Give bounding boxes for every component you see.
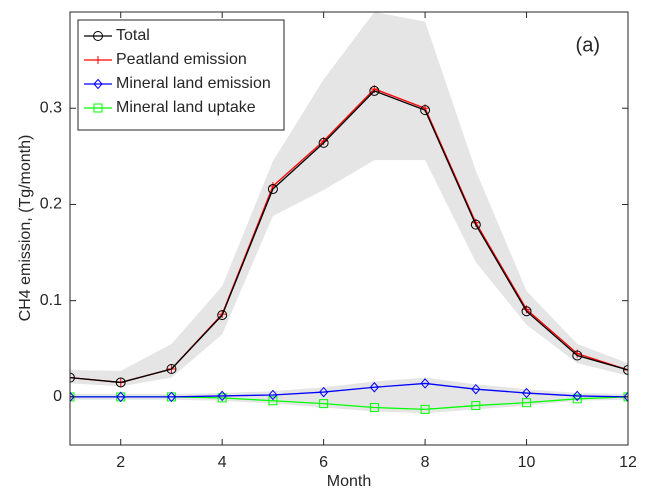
marker xyxy=(470,219,481,230)
marker xyxy=(369,382,380,393)
marker xyxy=(319,399,329,409)
marker xyxy=(115,377,126,388)
marker xyxy=(217,390,227,402)
marker xyxy=(318,137,329,148)
marker xyxy=(93,103,103,113)
marker xyxy=(420,404,430,414)
marker xyxy=(522,398,532,408)
marker xyxy=(318,386,329,398)
y-tick-label: 0 xyxy=(53,388,62,405)
marker xyxy=(166,391,177,403)
marker xyxy=(267,184,278,195)
legend-label: Mineral land uptake xyxy=(116,99,256,116)
marker xyxy=(217,310,228,321)
marker xyxy=(268,396,278,406)
legend-label: Total xyxy=(116,27,150,44)
marker xyxy=(70,372,75,383)
series-line xyxy=(70,382,628,398)
marker xyxy=(369,85,380,96)
marker xyxy=(471,383,481,395)
legend-label: Peatland emission xyxy=(116,51,247,68)
marker xyxy=(369,402,379,412)
uncertainty-band xyxy=(70,377,628,414)
marker xyxy=(572,394,582,404)
marker xyxy=(572,390,582,402)
x-axis-label: Month xyxy=(327,473,371,490)
marker xyxy=(217,393,227,403)
legend-box xyxy=(77,19,285,131)
y-tick-label: 0.1 xyxy=(40,292,62,309)
axes-box xyxy=(69,11,629,446)
legend-label: Mineral land emission xyxy=(116,75,271,92)
marker xyxy=(94,56,102,64)
marker xyxy=(521,387,532,399)
marker xyxy=(166,363,177,374)
marker xyxy=(70,391,75,403)
marker xyxy=(624,365,628,374)
y-axis-label: CH4 emission, (Tg/month) xyxy=(17,135,34,322)
annotation: (a) xyxy=(576,34,600,56)
marker xyxy=(93,78,103,90)
x-tick-label: 12 xyxy=(619,454,637,471)
marker xyxy=(572,350,583,361)
marker xyxy=(420,105,431,116)
y-tick-label: 0.3 xyxy=(40,99,62,116)
marker xyxy=(268,389,278,401)
y-tick-label: 0.2 xyxy=(40,196,62,213)
marker xyxy=(116,391,126,403)
marker xyxy=(623,364,628,375)
x-tick-label: 8 xyxy=(421,454,430,471)
x-tick-label: 6 xyxy=(319,454,328,471)
x-tick-label: 4 xyxy=(218,454,227,471)
marker xyxy=(521,306,532,317)
marker xyxy=(93,31,103,41)
marker xyxy=(471,401,481,411)
x-tick-label: 10 xyxy=(518,454,536,471)
marker xyxy=(420,378,430,389)
x-tick-label: 2 xyxy=(116,454,125,471)
marker xyxy=(623,391,628,403)
series-line xyxy=(70,90,628,384)
